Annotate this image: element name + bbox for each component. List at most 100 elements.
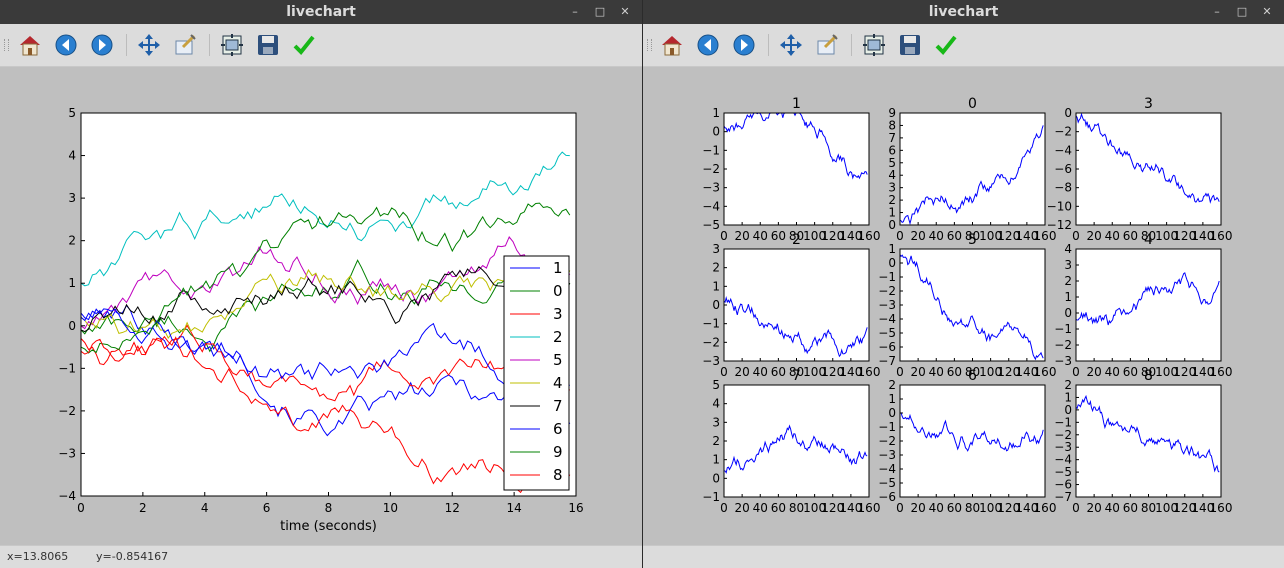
navigation-toolbar [643, 24, 1284, 67]
x-tick-label: 0 [720, 229, 728, 243]
y-tick-label: 2 [712, 434, 720, 448]
x-tick-label: 0 [720, 365, 728, 379]
y-tick-label: −5 [1054, 465, 1072, 479]
close-button[interactable]: ✕ [1262, 5, 1272, 18]
title-bar[interactable]: livechart – □ ✕ [0, 0, 642, 24]
figure-canvas[interactable]: 0 2 4 6 8 10 12 14 16 5 4 3 2 1 0 −1 −2 −3 −4 time (seconds… [0, 67, 642, 545]
subplot-title: 7 [792, 368, 801, 384]
edit-button[interactable] [290, 31, 318, 59]
save-button[interactable] [254, 31, 282, 59]
y-tick-label: −7 [878, 354, 896, 368]
series-line-0 [80, 259, 571, 353]
x-tick-label: 20 [1086, 365, 1101, 379]
y-tick-label: 0 [712, 125, 720, 139]
forward-button[interactable] [88, 31, 116, 59]
edit-button[interactable] [932, 31, 960, 59]
series-line-7 [80, 266, 571, 333]
x-tick-label: 100 [1155, 229, 1178, 243]
home-button[interactable] [658, 31, 686, 59]
x-tick-label: 160 [1210, 229, 1233, 243]
subplots-button[interactable] [218, 31, 246, 59]
subplot-series-line [723, 295, 868, 358]
forward-button[interactable] [730, 31, 758, 59]
subplot-title: 8 [1144, 368, 1153, 384]
maximize-button[interactable]: □ [594, 5, 606, 18]
x-tick-label: 0 [896, 365, 904, 379]
y-tick-label: 0 [1064, 306, 1072, 320]
back-button[interactable] [52, 31, 80, 59]
y-tick-label: −2 [702, 335, 720, 349]
x-tick-label: 60 [1123, 229, 1138, 243]
pan-button[interactable] [777, 31, 805, 59]
livechart-window-right: livechart – □ ✕ 1 0 20 4 [643, 0, 1284, 568]
zoom-button[interactable] [813, 31, 841, 59]
save-button[interactable] [896, 31, 924, 59]
pan-button[interactable] [135, 31, 163, 59]
y-tick-label: −6 [1054, 162, 1072, 176]
subplot-area [724, 113, 869, 225]
close-button[interactable]: ✕ [620, 5, 630, 18]
x-tick-label: 40 [753, 229, 768, 243]
y-tick-label: 1 [888, 242, 896, 256]
y-tick-label: 2 [1064, 274, 1072, 288]
figure-canvas[interactable]: 1 0 20 40 60 80 100 120 140 160 1 0 −1 −2 −3 −4 −5 0 0 20 40… [643, 67, 1284, 545]
y-tick-label: 3 [888, 181, 896, 195]
y-tick-label: 4 [888, 168, 896, 182]
series-line-9 [80, 202, 571, 354]
x-tick-label: 4 [201, 501, 209, 515]
y-tick-label: 4 [712, 397, 720, 411]
minimize-button[interactable]: – [1214, 5, 1220, 18]
x-tick-label: 20 [1086, 229, 1101, 243]
subplot-title: 3 [1144, 96, 1153, 112]
zoom-icon [817, 34, 838, 55]
status-bar [643, 545, 1284, 568]
y-tick-label: −3 [1054, 440, 1072, 454]
y-tick-label: −2 [878, 434, 896, 448]
title-bar[interactable]: livechart – □ ✕ [643, 0, 1284, 24]
series-line-8 [80, 335, 571, 494]
y-tick-label: −1 [878, 420, 896, 434]
x-tick-label: 60 [1123, 501, 1138, 515]
x-tick-label: 40 [753, 365, 768, 379]
toolbar-grip[interactable] [4, 39, 9, 51]
y-tick-label: 2 [1064, 378, 1072, 392]
y-tick-label: 5 [712, 378, 720, 392]
y-tick-label: −2 [878, 284, 896, 298]
y-tick-label: −1 [58, 361, 76, 375]
y-tick-label: −1 [878, 270, 896, 284]
x-tick-label: 80 [965, 229, 980, 243]
y-tick-label: −3 [878, 448, 896, 462]
maximize-button[interactable]: □ [1236, 5, 1248, 18]
y-tick-label: 1 [888, 392, 896, 406]
y-tick-label: 0 [888, 256, 896, 270]
x-tick-label: 0 [896, 229, 904, 243]
x-tick-label: 140 [1015, 501, 1038, 515]
y-tick-label: −5 [702, 218, 720, 232]
y-tick-label: −3 [702, 354, 720, 368]
x-tick-label: 160 [858, 229, 881, 243]
y-tick-label: 0 [1064, 403, 1072, 417]
y-tick-label: 1 [1064, 390, 1072, 404]
x-tick-label: 0 [77, 501, 85, 515]
y-tick-label: 0 [888, 406, 896, 420]
home-button[interactable] [16, 31, 44, 59]
x-tick-label: 140 [839, 365, 862, 379]
series-line-3 [80, 324, 571, 402]
forward-icon [91, 34, 113, 56]
subplots-button[interactable] [860, 31, 888, 59]
back-button[interactable] [694, 31, 722, 59]
minimize-button[interactable]: – [572, 5, 578, 18]
subplot-title: 4 [1144, 232, 1153, 248]
back-icon [697, 34, 719, 56]
y-tick-label: 0 [68, 319, 76, 333]
y-tick-label: −4 [878, 462, 896, 476]
y-tick-label: 2 [712, 261, 720, 275]
y-tick-label: 3 [68, 191, 76, 205]
x-tick-label: 160 [1034, 229, 1057, 243]
window-title: livechart [286, 4, 356, 20]
zoom-button[interactable] [171, 31, 199, 59]
toolbar-grip[interactable] [647, 39, 652, 51]
